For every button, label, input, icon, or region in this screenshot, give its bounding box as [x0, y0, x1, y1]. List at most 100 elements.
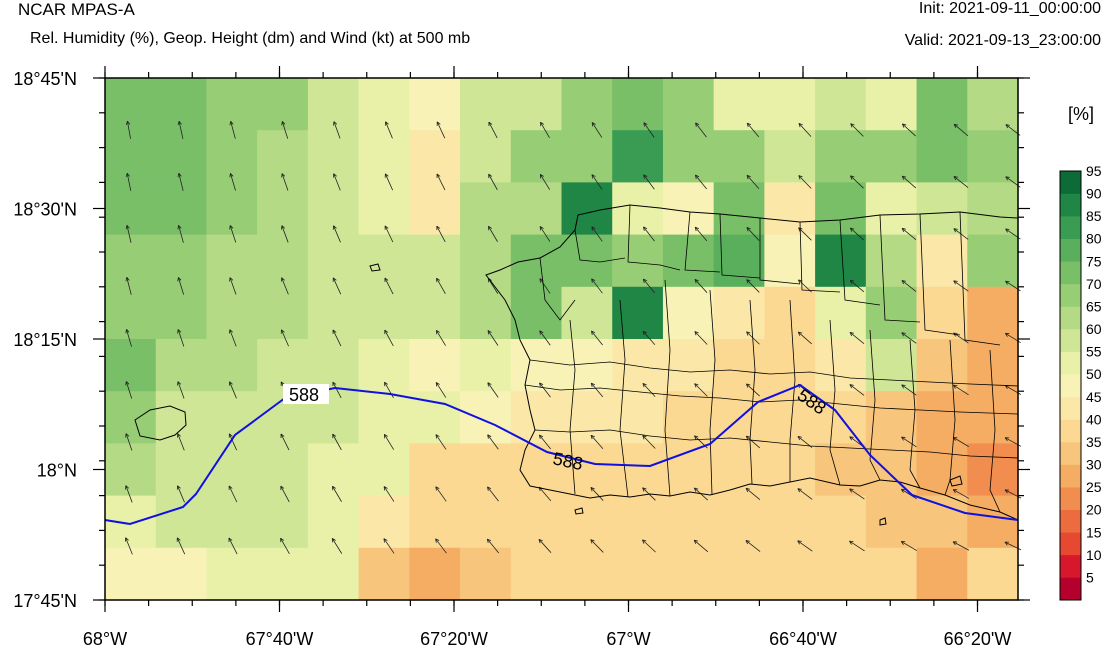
- humidity-cell: [967, 234, 1019, 288]
- wind-arrow: [125, 224, 132, 243]
- humidity-cell: [460, 443, 512, 497]
- colorbar-swatch: [1060, 283, 1081, 307]
- wind-arrow: [745, 540, 761, 552]
- humidity-cell: [409, 130, 461, 183]
- humidity-cell: [206, 130, 258, 183]
- wind-arrow: [383, 486, 395, 502]
- wind-arrow: [745, 383, 760, 397]
- humidity-cell: [105, 547, 157, 601]
- colorbar-swatch: [1060, 441, 1081, 465]
- humidity-cell: [105, 339, 157, 392]
- humidity-cell: [358, 234, 410, 288]
- wind-arrow: [384, 277, 394, 295]
- wind-arrow: [228, 381, 237, 399]
- humidity-cell: [916, 391, 968, 444]
- humidity-cell: [967, 339, 1019, 392]
- humidity-cell: [155, 78, 208, 131]
- humidity-cell: [105, 78, 157, 131]
- humidity-cell: [257, 234, 309, 288]
- humidity-cell: [561, 130, 613, 183]
- humidity-cell: [865, 130, 918, 183]
- wind-arrow: [125, 277, 132, 295]
- humidity-cell: [460, 234, 512, 288]
- wind-arrow: [332, 329, 342, 347]
- humidity-cell: [662, 547, 715, 601]
- humidity-cell: [307, 547, 360, 601]
- humidity-cell: [358, 78, 410, 131]
- wind-arrow: [849, 540, 865, 552]
- humidity-cell: [662, 495, 715, 549]
- humidity-cell: [815, 234, 867, 288]
- wind-arrow: [487, 486, 499, 502]
- humidity-cell: [967, 286, 1019, 340]
- humidity-cell: [612, 130, 664, 183]
- y-tick-label: 18°15'N: [13, 330, 77, 350]
- humidity-cell: [916, 286, 968, 340]
- humidity-cell: [865, 78, 918, 131]
- wind-arrow: [642, 382, 656, 397]
- wind-arrow: [901, 175, 917, 189]
- humidity-cell: [358, 130, 410, 183]
- humidity-cell: [460, 130, 512, 183]
- humidity-cell: [409, 547, 461, 601]
- colorbar-label: 95: [1086, 163, 1102, 179]
- wind-arrow: [901, 280, 917, 292]
- humidity-cell: [105, 182, 157, 236]
- wind-arrow: [901, 488, 917, 500]
- mona-island-outline: [134, 405, 187, 441]
- humidity-cell: [257, 443, 309, 497]
- colorbar-label: 80: [1086, 231, 1102, 247]
- valid-time: Valid: 2021-09-13_23:00:00: [904, 32, 1101, 49]
- wind-arrow: [177, 173, 184, 191]
- colorbar-label: 65: [1086, 298, 1102, 314]
- humidity-cell: [510, 339, 563, 392]
- humidity-cell: [409, 495, 461, 549]
- wind-arrow: [539, 330, 551, 346]
- colorbar-swatch: [1060, 216, 1081, 240]
- colorbar-label: 5: [1086, 569, 1094, 585]
- humidity-cell: [206, 339, 258, 392]
- humidity-cell: [967, 547, 1019, 601]
- wind-arrow: [228, 433, 238, 451]
- colorbar-swatch: [1060, 487, 1081, 510]
- humidity-cell: [257, 547, 309, 601]
- wind-arrow: [281, 173, 289, 191]
- humidity-cell: [561, 339, 613, 392]
- puerto-rico-outline: [485, 204, 1019, 521]
- colorbar-swatch: [1060, 509, 1081, 533]
- y-tick-label: 17°45'N: [13, 591, 77, 611]
- wind-arrow: [591, 174, 603, 190]
- humidity-cell: [561, 443, 613, 497]
- colorbar-swatch: [1060, 577, 1081, 601]
- wind-arrow: [643, 122, 655, 138]
- y-axis-labels: 18°45'N 18°30'N 18°15'N 18°N 17°45'N: [13, 69, 77, 611]
- wind-arrow: [488, 121, 498, 139]
- y-tick-label: 18°45'N: [13, 69, 77, 89]
- humidity-cell: [358, 286, 410, 340]
- humidity-cell: [460, 182, 512, 236]
- colorbar-label: 50: [1086, 366, 1102, 382]
- colorbar-swatch: [1060, 419, 1081, 443]
- wind-arrow: [590, 434, 604, 450]
- wind-arrow: [745, 435, 761, 449]
- wind-arrow: [436, 121, 446, 139]
- wind-arrow: [694, 174, 707, 190]
- humidity-cell: [713, 339, 765, 392]
- humidity-cell: [916, 547, 968, 601]
- colorbar-label: 40: [1086, 411, 1102, 427]
- humidity-cell: [612, 234, 664, 288]
- wind-arrow: [746, 122, 760, 138]
- humidity-cell: [409, 286, 461, 340]
- humidity-cell: [865, 391, 918, 444]
- wind-arrow: [745, 487, 761, 501]
- humidity-cell: [713, 547, 765, 601]
- x-tick-label: 67°20'W: [420, 629, 488, 647]
- humidity-cell: [206, 443, 258, 497]
- humidity-cell: [662, 391, 715, 444]
- humidity-cell: [155, 547, 208, 601]
- wind-arrow: [538, 434, 551, 450]
- humidity-cell: [561, 547, 613, 601]
- chart-title: NCAR MPAS-A: [18, 0, 135, 19]
- wind-arrow: [694, 226, 708, 242]
